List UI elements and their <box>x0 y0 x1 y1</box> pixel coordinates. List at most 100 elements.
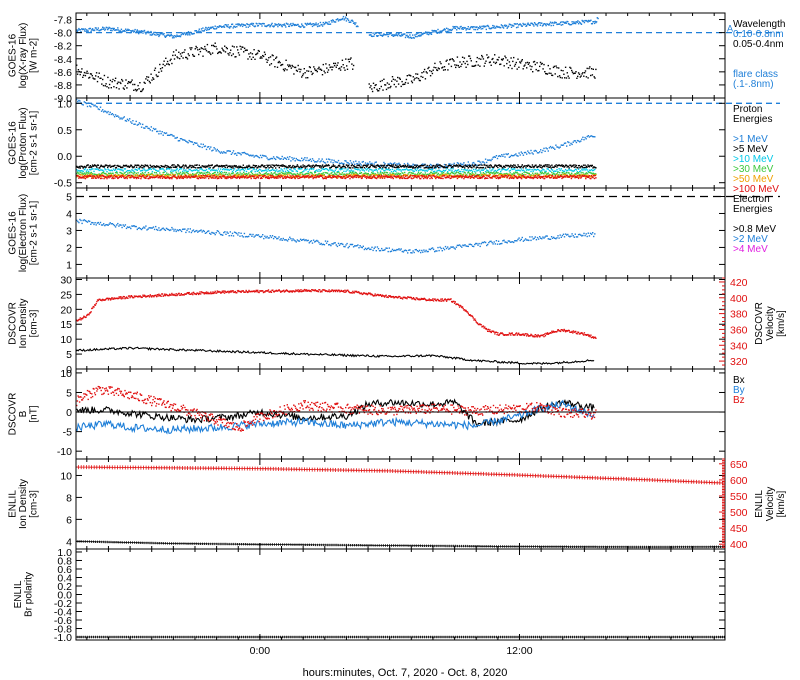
data-point <box>516 23 518 25</box>
data-point <box>430 70 433 73</box>
data-point <box>551 21 554 24</box>
data-point <box>316 174 318 176</box>
data-point <box>256 52 259 54</box>
data-point <box>198 164 200 166</box>
data-point <box>205 29 208 31</box>
data-point <box>351 170 354 172</box>
data-point <box>409 34 411 36</box>
data-point <box>239 25 242 27</box>
data-point <box>456 26 459 28</box>
data-point <box>119 169 121 171</box>
data-point <box>400 170 402 172</box>
data-point <box>543 147 545 150</box>
data-point <box>435 166 437 169</box>
data-point <box>562 144 565 146</box>
data-point <box>196 164 198 166</box>
data-point <box>590 169 593 171</box>
data-point <box>536 152 539 154</box>
data-point <box>590 172 593 174</box>
data-point <box>169 134 171 136</box>
data-point <box>76 176 78 178</box>
data-point <box>179 171 182 174</box>
data-point <box>372 170 374 173</box>
data-point <box>557 170 559 173</box>
data-point <box>180 174 183 176</box>
data-point <box>102 165 105 168</box>
data-point <box>140 176 143 179</box>
data-point <box>282 158 284 160</box>
data-point <box>162 172 164 174</box>
data-point <box>524 167 527 170</box>
data-point <box>309 158 311 160</box>
data-point <box>397 76 399 79</box>
data-point <box>520 174 523 176</box>
data-point <box>136 169 138 171</box>
data-point <box>342 17 344 20</box>
data-point <box>303 175 305 177</box>
data-point <box>500 172 502 175</box>
data-point <box>433 29 436 32</box>
data-point <box>341 162 343 164</box>
data-point <box>567 169 569 172</box>
data-point <box>349 160 352 162</box>
data-point <box>210 174 212 177</box>
data-point <box>536 176 538 178</box>
data-point <box>214 171 216 174</box>
data-point <box>545 72 547 75</box>
data-point <box>270 175 273 177</box>
legend-entry: 0.05-0.4nm <box>733 39 784 50</box>
data-point <box>143 168 145 170</box>
data-point <box>278 24 280 26</box>
data-point <box>202 55 204 57</box>
data-point <box>151 170 154 173</box>
data-point <box>353 165 355 167</box>
data-point <box>368 167 370 169</box>
data-point <box>567 21 569 23</box>
data-point <box>374 173 376 175</box>
data-point <box>158 71 160 73</box>
data-point <box>524 64 526 66</box>
data-point <box>163 169 165 171</box>
data-point <box>413 167 415 169</box>
data-point <box>406 175 408 177</box>
data-point <box>108 87 110 89</box>
data-point <box>574 173 576 175</box>
data-point <box>370 168 372 171</box>
data-point <box>89 27 92 30</box>
data-point <box>520 60 523 62</box>
data-point <box>217 51 220 54</box>
data-point <box>120 169 122 171</box>
data-point <box>268 173 270 175</box>
data-point <box>131 166 133 168</box>
y-axis-label-line: [W m-2] <box>29 38 40 73</box>
data-point <box>430 33 433 35</box>
data-point <box>273 172 275 174</box>
data-point <box>187 175 190 177</box>
data-point <box>334 166 337 169</box>
data-point <box>388 163 390 165</box>
data-point <box>592 167 594 169</box>
data-point <box>436 172 438 174</box>
data-point <box>572 23 574 25</box>
data-point <box>257 177 260 179</box>
data-point <box>166 167 168 169</box>
data-point <box>543 164 545 167</box>
data-point <box>555 144 557 146</box>
data-point <box>252 166 254 168</box>
data-point <box>331 169 333 171</box>
data-point <box>339 173 342 176</box>
data-point <box>265 169 267 171</box>
data-point <box>353 22 355 24</box>
data-point <box>558 67 560 69</box>
data-point <box>180 55 183 57</box>
data-point <box>533 25 535 27</box>
data-point <box>293 24 296 27</box>
data-point <box>391 168 394 170</box>
data-point <box>149 82 151 84</box>
data-point <box>393 83 395 86</box>
data-point <box>345 167 347 169</box>
data-point <box>111 177 113 180</box>
data-point <box>377 174 379 176</box>
data-point <box>448 169 450 171</box>
data-point <box>428 165 430 167</box>
